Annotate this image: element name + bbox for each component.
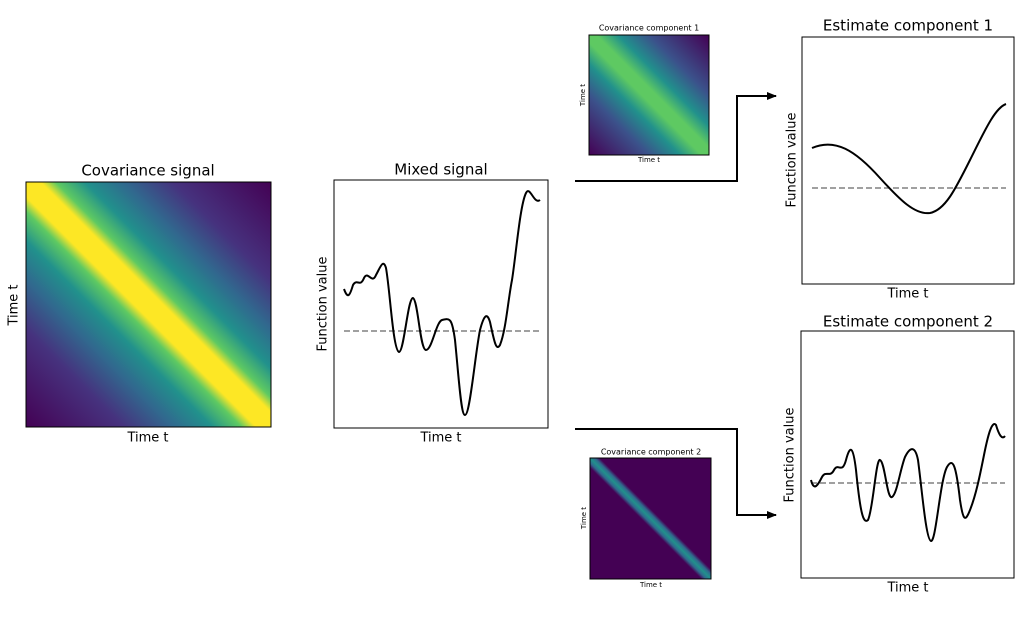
y-label: Time t bbox=[7, 284, 22, 326]
estimate-curve bbox=[810, 423, 1006, 543]
x-label: Time t bbox=[639, 581, 662, 589]
panel-title: Estimate component 1 bbox=[823, 17, 993, 35]
panel-title: Covariance component 1 bbox=[599, 24, 699, 33]
y-label: Time t bbox=[580, 507, 588, 530]
estimate-curve bbox=[811, 103, 1007, 215]
panel-title: Covariance component 2 bbox=[601, 448, 701, 457]
signal-curve bbox=[343, 190, 541, 417]
panel-title: Mixed signal bbox=[394, 161, 487, 179]
x-label: Time t bbox=[419, 431, 461, 446]
y-label: Time t bbox=[579, 84, 587, 107]
heatmap bbox=[588, 34, 710, 156]
arrow bbox=[575, 92, 777, 182]
y-label: Function value bbox=[316, 257, 331, 352]
heatmap bbox=[589, 457, 712, 580]
panel-title: Estimate component 2 bbox=[823, 313, 993, 331]
arrow bbox=[575, 428, 777, 519]
x-label: Time t bbox=[886, 287, 928, 302]
heatmap bbox=[25, 181, 272, 428]
x-label: Time t bbox=[637, 156, 660, 164]
panel-title: Covariance signal bbox=[81, 162, 214, 180]
y-label: Function value bbox=[783, 408, 798, 503]
x-label: Time t bbox=[126, 431, 168, 446]
y-label: Function value bbox=[785, 113, 800, 208]
plot-frame bbox=[333, 179, 549, 429]
x-label: Time t bbox=[886, 581, 928, 596]
plot-frame bbox=[800, 330, 1015, 579]
plot-frame bbox=[801, 36, 1015, 285]
